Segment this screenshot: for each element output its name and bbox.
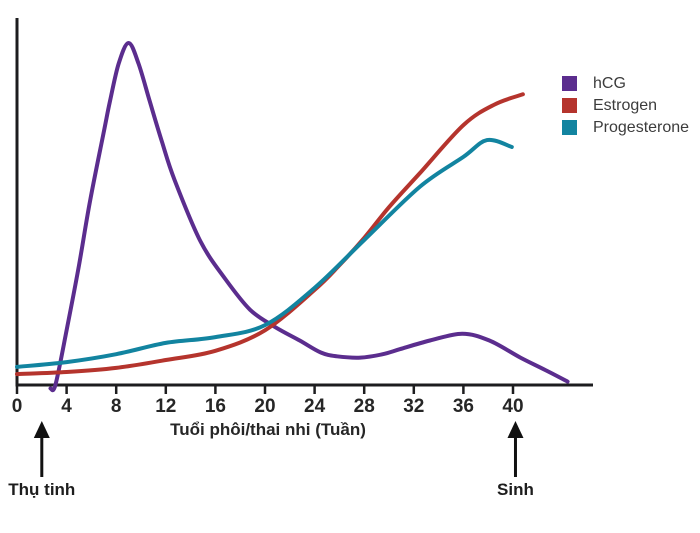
legend-swatch-icon xyxy=(562,98,577,113)
x-tick-label: 4 xyxy=(61,396,72,417)
legend-label: hCG xyxy=(593,75,626,92)
legend-item-hcg: hCG xyxy=(562,75,689,92)
annotation-fertilization-label: Thụ tinh xyxy=(8,480,76,499)
legend-label: Estrogen xyxy=(593,97,658,114)
annotation-arrow-head xyxy=(33,421,50,438)
x-axis-label: Tuổi phôi/thai nhi (Tuần) xyxy=(170,420,366,439)
x-tick-label: 8 xyxy=(111,396,122,417)
x-tick-label: 36 xyxy=(453,396,474,417)
x-tick-label: 12 xyxy=(155,396,176,417)
annotation-birth-label: Sinh xyxy=(497,480,534,499)
x-tick-label: 16 xyxy=(205,396,226,417)
x-tick-label: 32 xyxy=(403,396,424,417)
series-curve-progesterone xyxy=(15,137,514,369)
series-curve-estrogen xyxy=(15,92,525,377)
x-tick-label: 28 xyxy=(354,396,375,417)
legend-label: Progesterone xyxy=(593,119,690,136)
legend-swatch-icon xyxy=(562,120,577,135)
x-tick-label: 20 xyxy=(254,396,275,417)
annotation-arrow-head xyxy=(507,421,524,438)
x-tick-label: 40 xyxy=(502,396,523,417)
legend: hCG Estrogen Progesterone xyxy=(562,75,690,136)
legend-swatch-icon xyxy=(562,76,577,91)
x-tick-label: 24 xyxy=(304,396,326,417)
series-curve-hcg xyxy=(48,40,570,393)
x-tick-label: 0 xyxy=(12,396,23,417)
legend-item-estrogen: Estrogen xyxy=(562,97,689,114)
legend-item-progesterone: Progesterone xyxy=(562,119,690,136)
